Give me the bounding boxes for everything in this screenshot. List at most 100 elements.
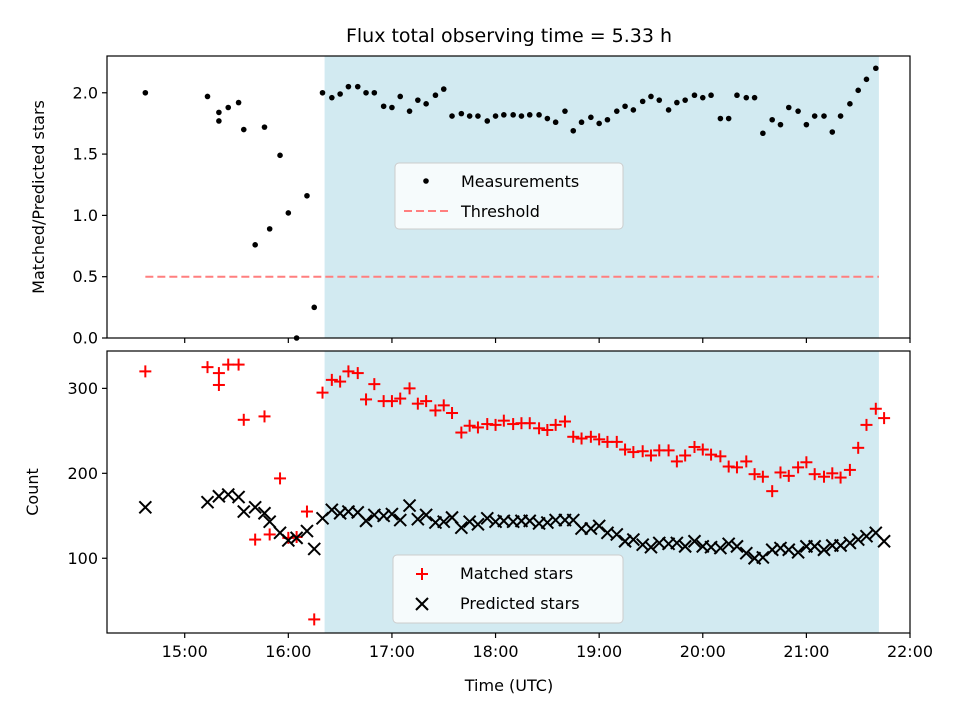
predicted-star-point — [713, 541, 728, 555]
matched-star-point — [766, 485, 779, 498]
predicted-star-point — [257, 506, 272, 520]
measurement-point — [743, 94, 750, 101]
matched-star-point — [368, 378, 381, 391]
measurement-point — [855, 87, 861, 94]
x-axis-label: Time (UTC) — [464, 676, 553, 695]
matched-star-point — [523, 417, 536, 430]
predicted-star-point — [584, 521, 598, 536]
predicted-star-point — [385, 507, 399, 521]
matched-star-point — [567, 430, 580, 443]
matched-star-point — [688, 440, 701, 453]
measurement-point — [717, 115, 724, 122]
matched-star-point — [800, 456, 813, 469]
matched-star-point — [308, 613, 321, 626]
y-tick-label: 200 — [67, 464, 98, 483]
predicted-star-point — [359, 514, 373, 528]
matched-star-point — [756, 470, 769, 483]
measurement-point — [449, 113, 455, 119]
matched-star-point — [300, 505, 313, 518]
measurement-point — [466, 113, 473, 119]
matched-star-point — [593, 433, 606, 446]
measurement-point — [311, 304, 318, 311]
top-legend-box — [394, 162, 624, 230]
predicted-star-point — [393, 513, 407, 527]
measurement-point — [397, 93, 404, 100]
matched-star-point — [730, 461, 743, 474]
top-x-axis — [184, 338, 911, 343]
predicted-star-point — [419, 508, 433, 522]
predicted-star-point — [721, 537, 736, 551]
matched-star-point — [549, 418, 562, 431]
measurement-point — [795, 108, 801, 114]
matched-star-point — [705, 448, 718, 461]
bottom-x-axis: 15:00 16:00 17:00 18:00 19:00 20:00 21:00 22:00 — [162, 633, 933, 661]
measurement-point — [691, 92, 698, 99]
matched-star-point — [360, 393, 373, 406]
matched-star-point — [212, 367, 225, 380]
measurement-point — [760, 130, 766, 137]
matched-star-point — [446, 407, 459, 420]
y-tick-label: 300 — [67, 379, 98, 398]
predicted-star-point — [859, 529, 874, 543]
measurement-point — [725, 115, 732, 122]
measurement-point — [648, 93, 654, 100]
predicted-star-point — [411, 512, 425, 526]
matched-star-point — [411, 397, 424, 410]
measurement-point — [354, 83, 361, 90]
predicted-star-point — [843, 536, 857, 550]
matched-star-point — [325, 373, 338, 386]
predicted-star-point — [307, 542, 321, 556]
matched-star-point — [740, 455, 753, 468]
measurement-point — [501, 112, 507, 118]
measurement-point — [552, 119, 559, 126]
matched-star-point — [258, 410, 271, 423]
matched-star-point — [316, 386, 329, 399]
predicted-star-point — [325, 503, 339, 517]
matched-star-point — [139, 365, 152, 378]
matched-star-point — [497, 414, 510, 427]
predicted-star-point — [200, 495, 215, 509]
measurement-point — [304, 192, 310, 199]
measurement-point — [630, 107, 637, 113]
bottom-y-axis-label: Count — [23, 468, 42, 516]
matched-star-point — [852, 441, 865, 454]
measurement-point — [656, 97, 663, 103]
predicted-star-point — [471, 517, 485, 531]
measurement-point — [544, 115, 551, 122]
predicted-star-point — [262, 515, 277, 529]
measurement-point — [240, 126, 247, 133]
measurement-point — [708, 92, 714, 99]
matched-star-point — [394, 392, 407, 405]
predicted-star-point — [807, 539, 822, 554]
measurement-point — [204, 93, 211, 100]
bottom-plot-frame — [106, 350, 911, 634]
matched-star-point — [782, 469, 795, 482]
measurement-point — [492, 113, 499, 119]
matched-star-point — [636, 445, 649, 458]
measurement-point — [329, 94, 335, 101]
measurement-point — [665, 107, 672, 113]
predicted-star-point — [626, 532, 641, 547]
bottom-y-axis: 100 200 300 — [67, 379, 107, 568]
matched-star-point — [351, 367, 364, 380]
measurement-point — [415, 97, 421, 103]
legend-threshold-label: Threshold — [460, 202, 540, 221]
predicted-star-point — [138, 500, 153, 514]
measurement-point — [863, 76, 870, 83]
measurement-point — [475, 113, 481, 119]
matched-star-point — [619, 443, 632, 456]
matched-star-point — [679, 449, 692, 462]
measurement-point — [432, 92, 439, 99]
measurement-point — [821, 113, 827, 119]
matched-star-point — [584, 430, 597, 443]
measurement-point — [596, 120, 602, 127]
measurement-point — [380, 103, 387, 110]
matched-star-point — [385, 395, 398, 408]
measurement-point — [578, 119, 585, 126]
predicted-star-point — [817, 543, 831, 557]
x-tick-label: 17:00 — [369, 642, 415, 661]
y-tick-label: 2.0 — [73, 83, 98, 102]
top-y-axis-label: Matched/Predicted stars — [29, 100, 48, 294]
matched-star-point — [558, 415, 571, 428]
measurement-point — [285, 210, 292, 216]
